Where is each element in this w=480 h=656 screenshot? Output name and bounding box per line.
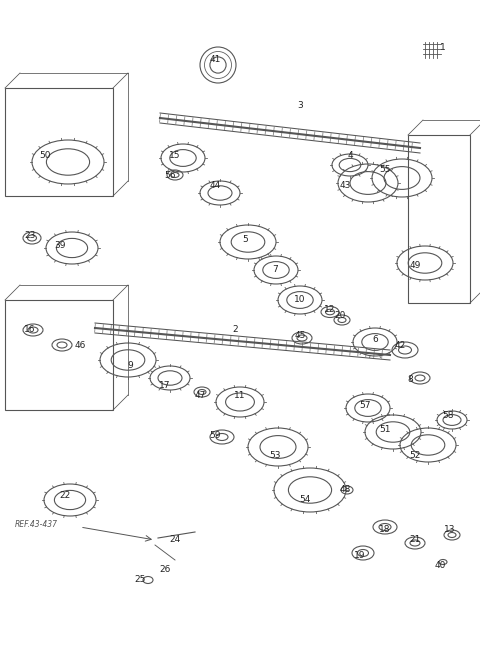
Text: 48: 48 <box>339 485 351 495</box>
Text: REF.43-437: REF.43-437 <box>15 520 58 529</box>
Text: 1: 1 <box>440 43 446 52</box>
Text: 13: 13 <box>444 525 456 535</box>
Text: 25: 25 <box>134 575 146 584</box>
Text: 51: 51 <box>379 426 391 434</box>
Text: 7: 7 <box>272 266 278 274</box>
Text: 10: 10 <box>294 295 306 304</box>
Text: 3: 3 <box>297 100 303 110</box>
Text: 6: 6 <box>372 335 378 344</box>
Text: 17: 17 <box>159 380 171 390</box>
Text: 19: 19 <box>354 550 366 560</box>
Bar <box>5 300 113 410</box>
Text: 40: 40 <box>434 560 446 569</box>
Text: 24: 24 <box>169 535 180 544</box>
Text: 2: 2 <box>232 325 238 335</box>
Text: 9: 9 <box>127 361 133 369</box>
Text: 52: 52 <box>409 451 420 459</box>
Text: 42: 42 <box>395 340 406 350</box>
Text: 11: 11 <box>234 390 246 400</box>
Text: 21: 21 <box>409 535 420 544</box>
Text: 46: 46 <box>74 340 86 350</box>
Text: 50: 50 <box>39 150 51 159</box>
Text: 18: 18 <box>379 525 391 535</box>
Text: 47: 47 <box>194 390 206 400</box>
Text: 44: 44 <box>209 180 221 190</box>
Text: 55: 55 <box>379 165 391 174</box>
Text: 53: 53 <box>269 451 281 459</box>
Text: 20: 20 <box>334 310 346 319</box>
Text: 15: 15 <box>169 150 181 159</box>
Text: 4: 4 <box>347 150 353 159</box>
Text: 5: 5 <box>242 236 248 245</box>
Text: 12: 12 <box>324 306 336 314</box>
Text: 45: 45 <box>294 331 306 340</box>
Text: 59: 59 <box>209 430 221 440</box>
Text: 49: 49 <box>409 260 420 270</box>
Bar <box>408 135 470 303</box>
Text: 26: 26 <box>159 565 171 575</box>
Text: 22: 22 <box>60 491 71 499</box>
Text: 57: 57 <box>359 401 371 409</box>
Text: 41: 41 <box>209 56 221 64</box>
Text: 54: 54 <box>300 495 311 504</box>
Text: 16: 16 <box>24 325 36 335</box>
Text: 23: 23 <box>24 230 36 239</box>
Text: 8: 8 <box>407 375 413 384</box>
Text: 43: 43 <box>339 180 351 190</box>
Text: 58: 58 <box>442 411 454 419</box>
Text: 39: 39 <box>54 241 66 249</box>
Bar <box>5 88 113 196</box>
Text: 56: 56 <box>164 171 176 180</box>
